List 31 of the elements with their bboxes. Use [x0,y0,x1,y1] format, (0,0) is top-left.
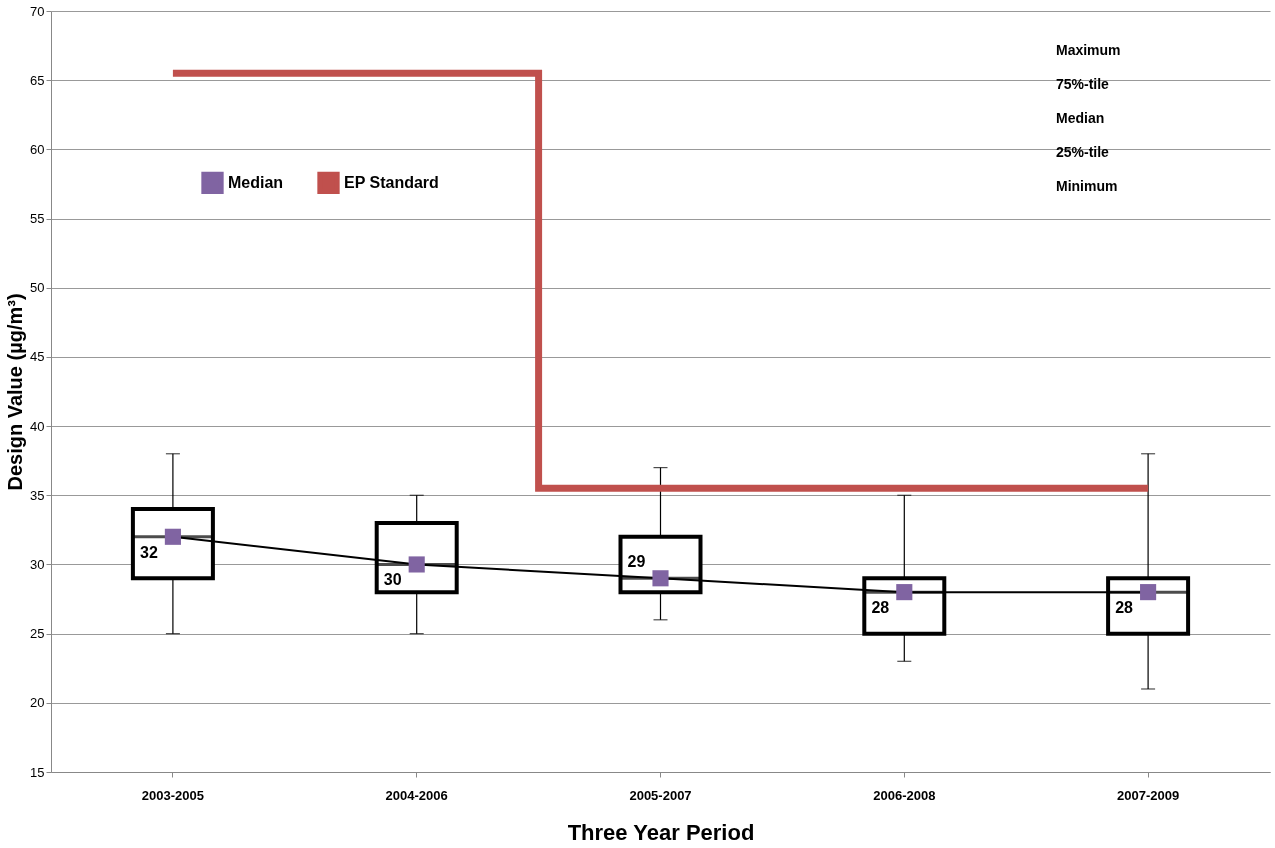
y-tick-label: 25 [30,626,45,642]
x-axis-title: Three Year Period [567,819,755,845]
legend-label: EP Standard [344,173,439,191]
y-tick-label: 40 [30,418,45,434]
x-tick-label: 2006-2008 [873,787,936,803]
data-label: 29 [627,553,646,571]
annotation: Median [1056,110,1105,126]
x-tick-label: 2007-2009 [1117,787,1180,803]
annotation: 25%-tile [1056,144,1110,160]
y-tick-label: 60 [30,141,45,157]
y-tick-label: 70 [30,3,45,19]
y-tick-label: 35 [30,487,45,503]
data-label: 28 [1115,599,1134,617]
legend-label: Median [228,173,284,191]
annotation: Maximum [1056,42,1121,58]
y-axis-title: Design Value (µg/m³) [4,293,27,491]
x-tick-label: 2003-2005 [141,787,204,803]
data-label: 32 [140,543,158,561]
y-tick-label: 15 [30,764,45,780]
annotation: 75%-tile [1056,76,1110,92]
annotation: Minimum [1056,178,1118,194]
y-tick-label: 20 [30,695,45,711]
data-label: 30 [383,571,402,589]
x-tick-label: 2004-2006 [385,787,448,803]
y-tick-label: 50 [30,280,45,296]
x-tick-label: 2005-2007 [629,787,692,803]
data-label: 28 [871,599,890,617]
y-tick-label: 30 [30,556,45,572]
y-tick-label: 55 [30,211,45,227]
y-tick-label: 65 [30,72,45,88]
y-tick-label: 45 [30,349,45,365]
